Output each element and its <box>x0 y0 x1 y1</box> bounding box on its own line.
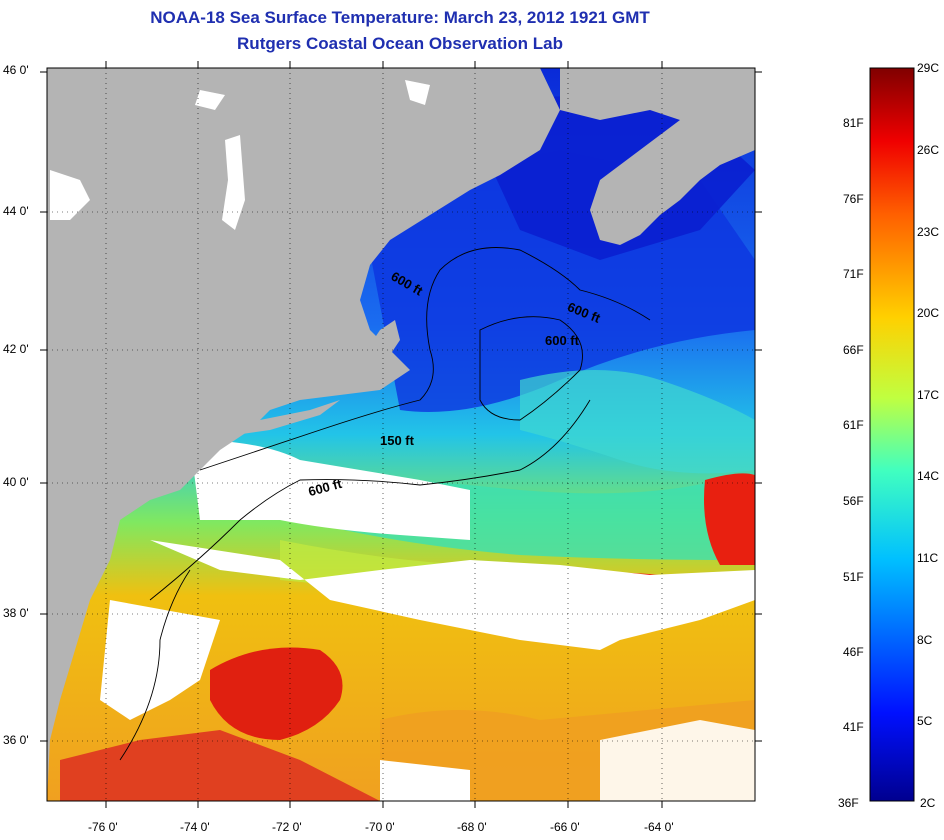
lon-label: -66 0' <box>550 820 580 834</box>
colorbar-c-label: 11C <box>917 551 939 565</box>
lat-label: 44 0' <box>3 204 29 218</box>
lat-label: 40 0' <box>3 475 29 489</box>
colorbar-c-label: 20C <box>917 306 940 320</box>
colorbar <box>869 67 915 802</box>
lat-label: 38 0' <box>3 606 29 620</box>
lat-label: 36 0' <box>3 733 29 747</box>
colorbar-f-label: 81F <box>843 116 864 130</box>
colorbar-c-label: 26C <box>917 143 940 157</box>
lon-label: -74 0' <box>180 820 210 834</box>
map-title: NOAA-18 Sea Surface Temperature: March 2… <box>150 8 650 27</box>
colorbar-c-label: 17C <box>917 388 940 402</box>
map-frame <box>46 67 756 802</box>
lon-label: -64 0' <box>644 820 674 834</box>
colorbar-f-label: 61F <box>843 418 864 432</box>
sst-image <box>47 68 755 801</box>
colorbar-f-label: 71F <box>843 267 864 281</box>
colorbar-c-label: 8C <box>917 633 933 647</box>
colorbar-f-label: 36F <box>838 796 859 810</box>
bathymetry-contours <box>119 247 651 761</box>
contour-label: 150 ft <box>380 433 414 448</box>
colorbar-c-label: 14C <box>917 469 940 483</box>
colorbar-f-label: 41F <box>843 720 864 734</box>
lat-label: 46 0' <box>3 63 29 77</box>
lon-label: -68 0' <box>457 820 487 834</box>
colorbar-f-label: 46F <box>843 645 864 659</box>
colorbar-f-label: 51F <box>843 570 864 584</box>
lon-label: -72 0' <box>272 820 302 834</box>
axis-ticks <box>40 61 762 808</box>
colorbar-c-label: 23C <box>917 225 940 239</box>
map-subtitle: Rutgers Coastal Ocean Observation Lab <box>237 34 563 53</box>
colorbar-f-label: 66F <box>843 343 864 357</box>
contour-label: 600 ft <box>545 333 579 348</box>
colorbar-c-label: 5C <box>917 714 933 728</box>
colorbar-f-label: 56F <box>843 494 864 508</box>
lat-lon-grid <box>47 68 755 801</box>
lon-label: -70 0' <box>365 820 395 834</box>
lat-label: 42 0' <box>3 342 29 356</box>
lon-label: -76 0' <box>88 820 118 834</box>
colorbar-f-label: 76F <box>843 192 864 206</box>
colorbar-c-label: 29C <box>917 61 940 75</box>
colorbar-c-label: 2C <box>920 796 936 810</box>
